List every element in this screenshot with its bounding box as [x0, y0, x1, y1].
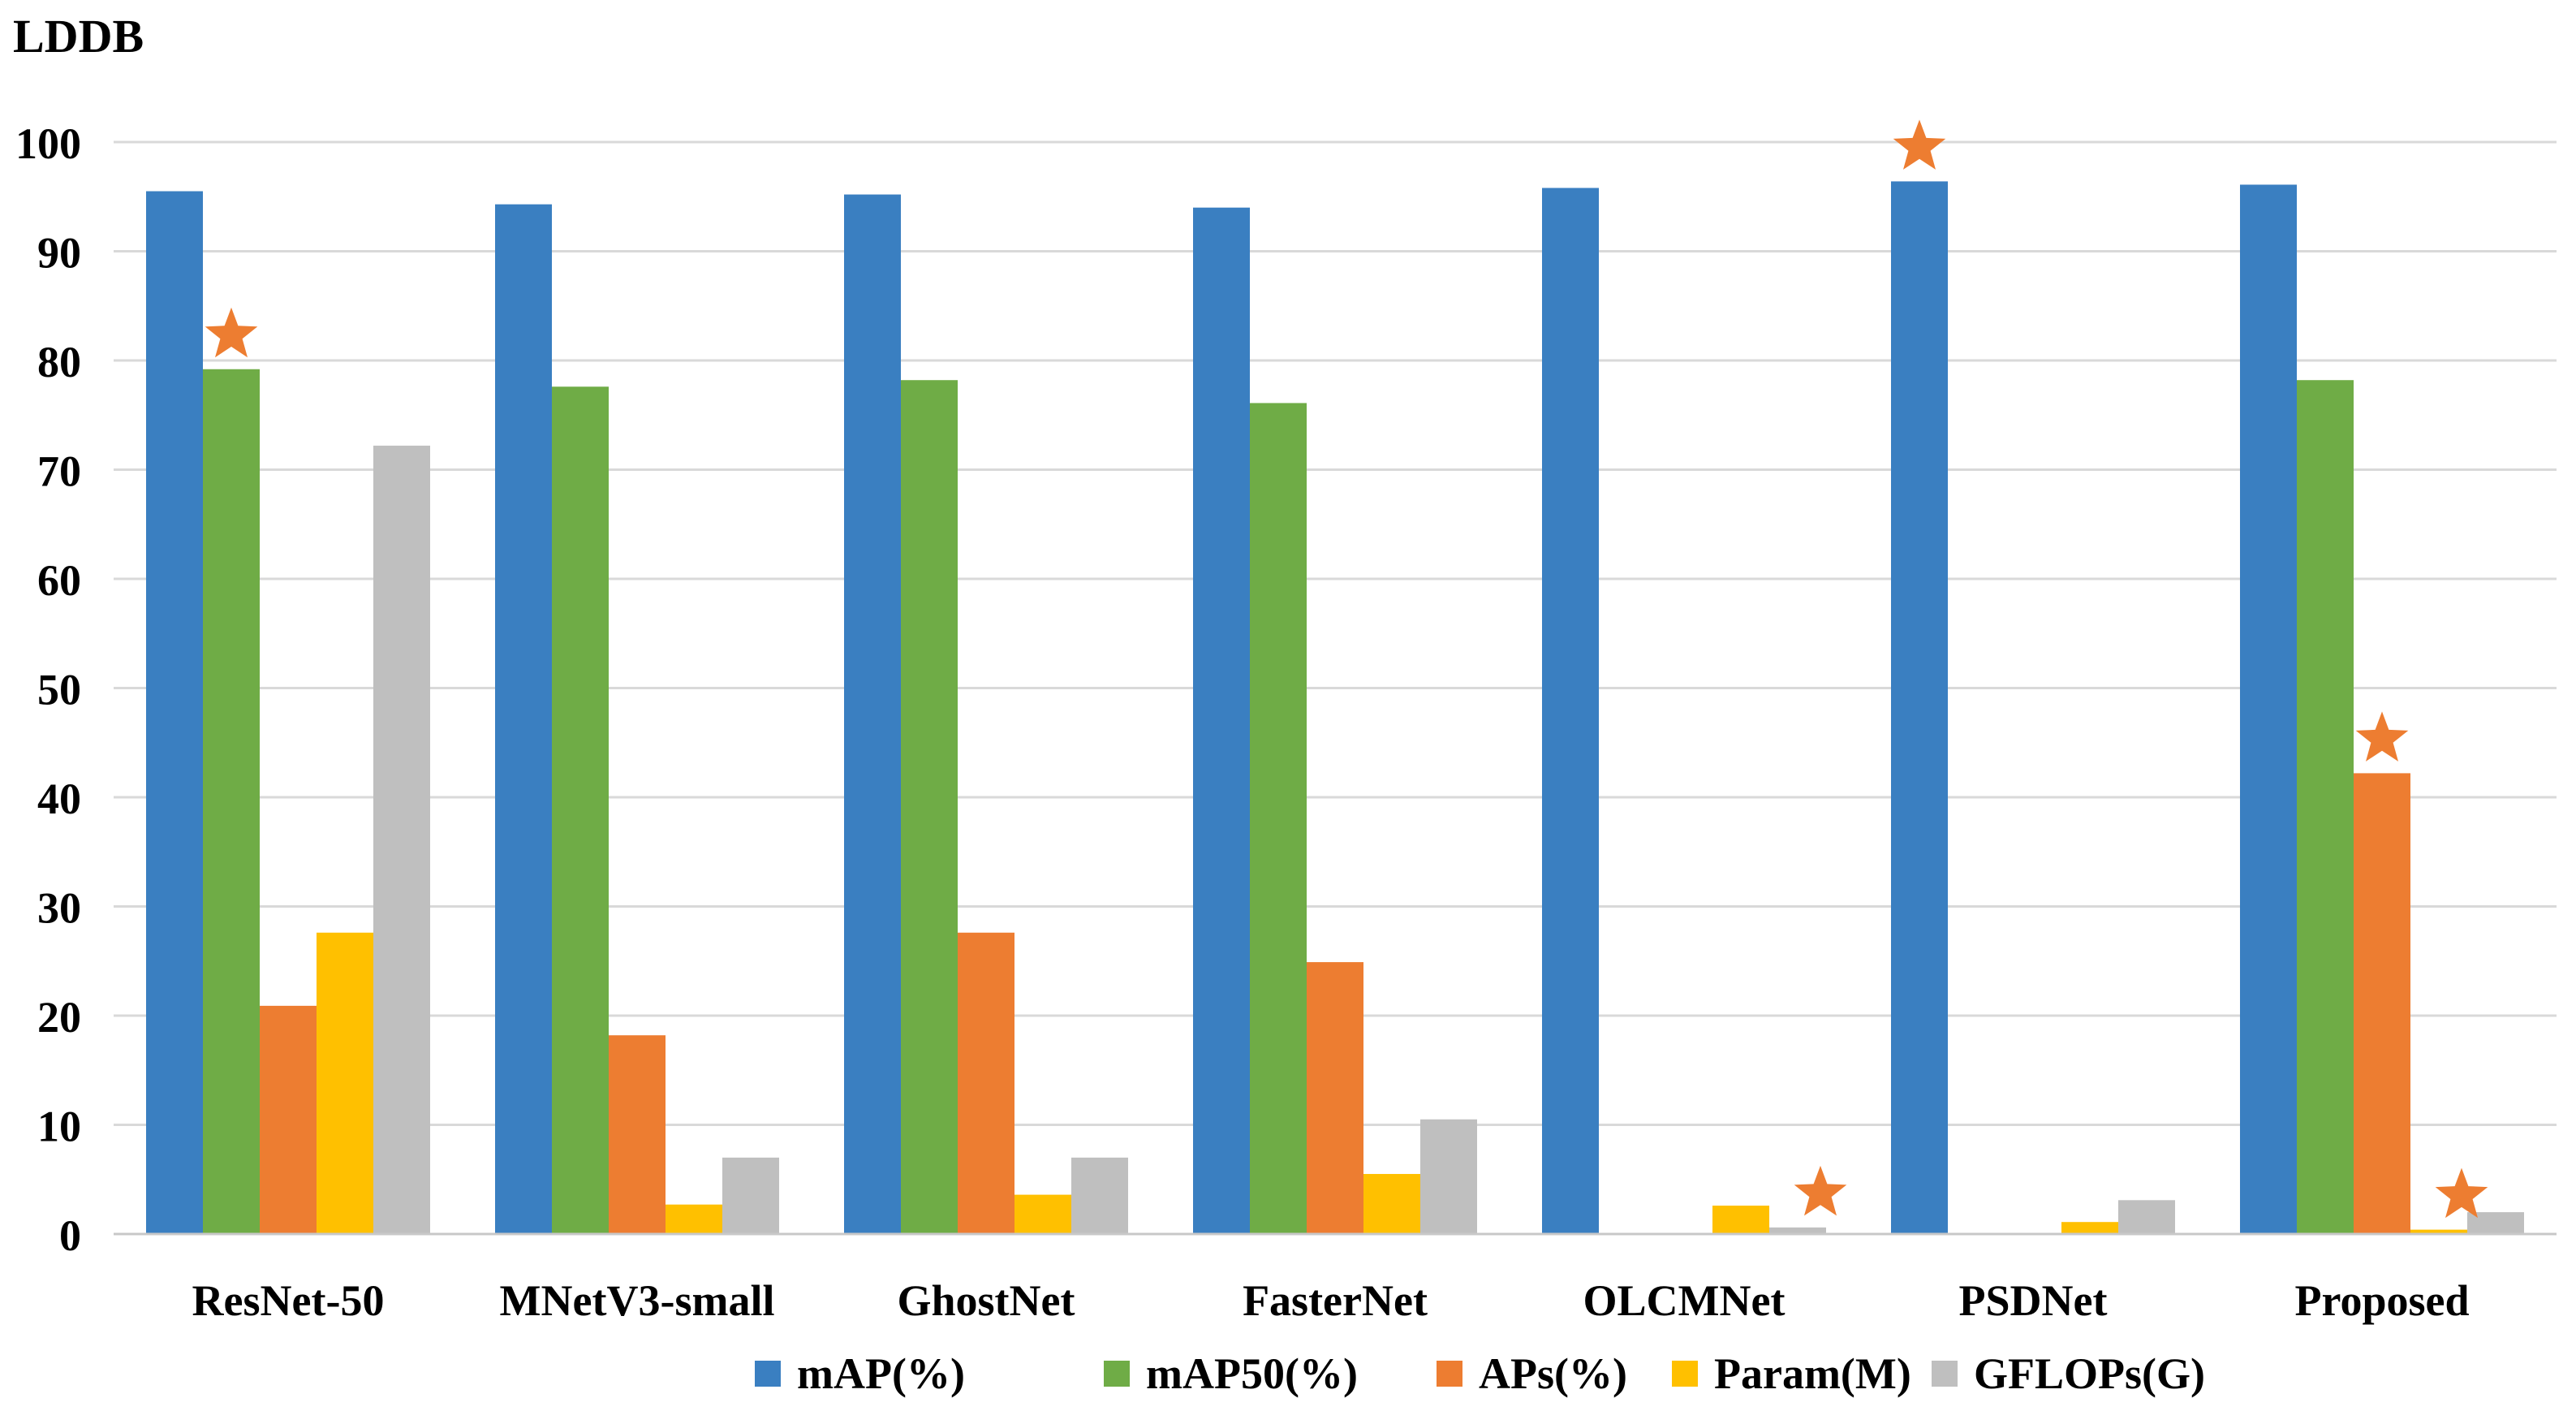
- x-tick-label: FasterNet: [1243, 1276, 1428, 1325]
- star-annotations: [205, 119, 2488, 1219]
- bar: [1193, 207, 1250, 1235]
- y-tick-label: 20: [37, 993, 81, 1042]
- bar: [2410, 1229, 2467, 1234]
- bar: [2297, 380, 2354, 1235]
- bar: [958, 932, 1014, 1234]
- bar: [901, 380, 958, 1235]
- bar: [1250, 403, 1307, 1235]
- bar: [373, 445, 430, 1234]
- legend[interactable]: mAP(%) mAP50(%) APs(%) Param(M) GFLOPs(G): [755, 1349, 2205, 1398]
- bar: [495, 204, 552, 1234]
- chart-title: LDDB: [13, 10, 144, 63]
- bar: [2118, 1200, 2175, 1234]
- bar: [2354, 773, 2410, 1234]
- legend-label: mAP(%): [797, 1349, 965, 1398]
- bar: [1363, 1174, 1420, 1234]
- bar: [317, 932, 373, 1234]
- x-axis-categories: ResNet-50 MNetV3-small GhostNet FasterNet OL…: [192, 1276, 2470, 1325]
- bar: [2061, 1222, 2118, 1234]
- bar: [1769, 1227, 1826, 1234]
- bar: [552, 386, 609, 1234]
- legend-swatch: [1672, 1361, 1698, 1387]
- y-tick-label: 100: [15, 119, 81, 168]
- bar: [1420, 1119, 1477, 1234]
- x-tick-label: PSDNet: [1959, 1276, 2108, 1325]
- bars: [146, 181, 2524, 1235]
- y-tick-label: 70: [37, 447, 81, 496]
- y-axis-ticks: 0 10 20 30 40 50 60 70 80 90 100: [15, 119, 81, 1260]
- legend-label: GFLOPs(G): [1974, 1349, 2205, 1398]
- bar: [260, 1005, 317, 1234]
- y-tick-label: 10: [37, 1103, 81, 1151]
- star-annotation: [1893, 119, 1946, 170]
- bar: [1071, 1157, 1128, 1234]
- x-tick-label: Proposed: [2294, 1276, 2469, 1325]
- x-tick-label: ResNet-50: [192, 1276, 385, 1325]
- star-annotation: [1794, 1165, 1847, 1216]
- x-tick-label: GhostNet: [898, 1276, 1075, 1325]
- bar: [722, 1157, 779, 1234]
- legend-swatch: [755, 1361, 781, 1387]
- legend-swatch: [1104, 1361, 1130, 1387]
- bar: [1307, 962, 1363, 1234]
- legend-label: APs(%): [1479, 1349, 1627, 1398]
- bar: [203, 369, 260, 1234]
- legend-label: Param(M): [1714, 1349, 1911, 1398]
- y-tick-label: 60: [37, 556, 81, 605]
- bar: [2240, 184, 2297, 1235]
- y-tick-label: 90: [37, 229, 81, 278]
- y-tick-label: 50: [37, 666, 81, 714]
- bar: [1014, 1194, 1071, 1234]
- star-annotation: [2435, 1167, 2488, 1219]
- y-tick-label: 30: [37, 884, 81, 933]
- bar: [609, 1035, 666, 1234]
- bar: [1891, 181, 1948, 1234]
- bar: [146, 191, 203, 1234]
- star-annotation: [2355, 711, 2409, 762]
- star-annotation: [205, 307, 258, 358]
- y-tick-label: 80: [37, 338, 81, 386]
- legend-label: mAP50(%): [1146, 1349, 1358, 1398]
- bar: [1712, 1206, 1769, 1234]
- bar: [844, 194, 901, 1234]
- y-tick-label: 0: [59, 1211, 81, 1260]
- bar: [1542, 188, 1599, 1235]
- legend-swatch: [1932, 1361, 1958, 1387]
- x-tick-label: OLCMNet: [1583, 1276, 1786, 1325]
- x-tick-label: MNetV3-small: [500, 1276, 775, 1325]
- legend-swatch: [1437, 1361, 1462, 1387]
- y-tick-label: 40: [37, 775, 81, 823]
- bar: [666, 1204, 722, 1234]
